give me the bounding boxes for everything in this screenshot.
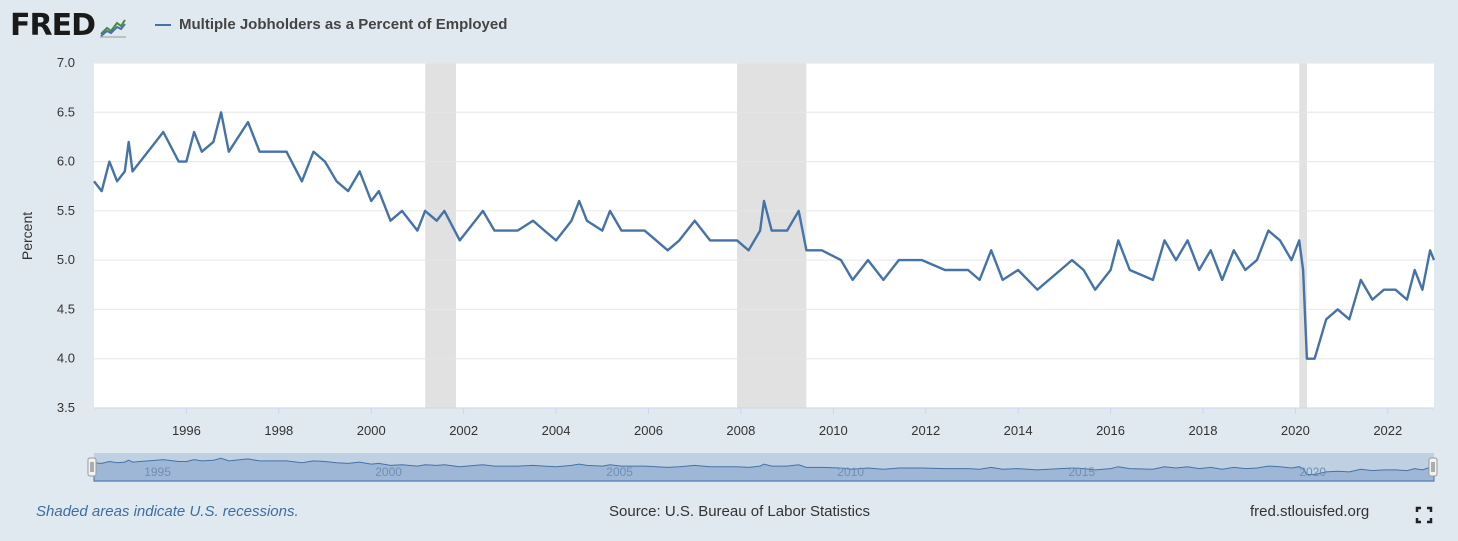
y-tick-label: 5.5 [57, 203, 75, 218]
navigator-label: 2005 [606, 465, 633, 479]
navigator-label: 2020 [1299, 465, 1326, 479]
y-tick-label: 3.5 [57, 400, 75, 415]
x-tick-label: 2016 [1096, 423, 1125, 438]
x-tick-label: 1998 [264, 423, 293, 438]
x-tick-label: 2020 [1281, 423, 1310, 438]
navigator-left-handle[interactable] [87, 457, 97, 477]
navigator-label: 1995 [144, 465, 171, 479]
x-tick-label: 2022 [1373, 423, 1402, 438]
x-tick-label: 1996 [172, 423, 201, 438]
navigator-area [93, 457, 1435, 482]
fred-logo[interactable]: FRED [10, 9, 127, 43]
navigator-label: 2015 [1068, 465, 1095, 479]
x-tick-label: 2012 [911, 423, 940, 438]
recession-shading [425, 63, 1307, 408]
y-tick-label: 6.0 [57, 154, 75, 169]
x-tick-label: 2000 [357, 423, 386, 438]
navigator-label: 2000 [375, 465, 402, 479]
y-axis-title: Percent [19, 212, 35, 260]
x-axis-ticks: 1996 1998 2000 2002 2004 2006 2008 2010 2012 2014… [94, 407, 1434, 438]
site-link[interactable]: fred.stlouisfed.org [1250, 503, 1370, 520]
x-tick-label: 2008 [726, 423, 755, 438]
recession-band [1299, 63, 1307, 408]
source-text: Source: U.S. Bureau of Labor Statistics [609, 503, 870, 520]
range-navigator[interactable]: 1995 2000 2005 2010 2015 2020 [87, 453, 1438, 482]
y-axis-ticks: 3.5 4.0 4.5 5.0 5.5 6.0 6.5 7.0 [57, 55, 75, 415]
legend-swatch [155, 23, 171, 26]
x-tick-label: 2006 [634, 423, 663, 438]
series-line[interactable] [93, 111, 1436, 360]
y-tick-label: 4.0 [57, 351, 75, 366]
x-tick-label: 2014 [1004, 423, 1033, 438]
y-tick-label: 5.0 [57, 252, 75, 267]
legend-label[interactable]: Multiple Jobholders as a Percent of Empl… [179, 16, 508, 33]
x-tick-label: 2018 [1189, 423, 1218, 438]
x-tick-label: 2010 [819, 423, 848, 438]
recession-note: Shaded areas indicate U.S. recessions. [36, 503, 299, 520]
x-tick-label: 2004 [542, 423, 571, 438]
fred-logo-text: FRED [10, 8, 96, 43]
navigator-right-handle[interactable] [1428, 457, 1438, 477]
y-tick-label: 6.5 [57, 104, 75, 119]
recession-band [737, 63, 807, 408]
recession-band [425, 63, 456, 408]
legend: Multiple Jobholders as a Percent of Empl… [155, 16, 507, 33]
y-tick-label: 7.0 [57, 55, 75, 70]
chart-header: FRED Multiple Jobholders as a Percent of… [0, 0, 1458, 50]
trend-chart-icon [100, 19, 126, 38]
fullscreen-icon[interactable] [1414, 505, 1434, 525]
navigator-labels: 1995 2000 2005 2010 2015 2020 [144, 465, 1326, 479]
y-tick-label: 4.5 [57, 301, 75, 316]
navigator-label: 2010 [837, 465, 864, 479]
x-tick-label: 2002 [449, 423, 478, 438]
